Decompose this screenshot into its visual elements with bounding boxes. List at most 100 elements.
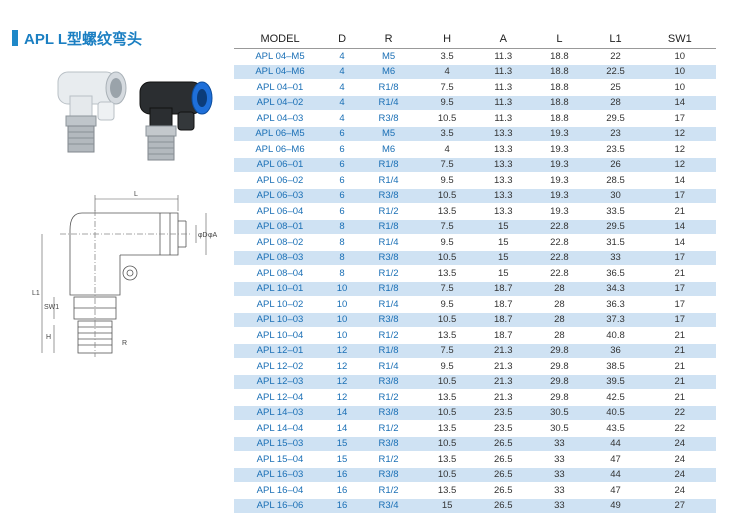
table-row: APL 15–03 15 R3/8 10.5 26.5 33 44 24 <box>234 436 716 452</box>
cell-d: 8 <box>326 250 359 266</box>
cell-a: 15 <box>475 265 532 282</box>
cell-d: 6 <box>326 141 359 158</box>
cell-d: 16 <box>326 498 359 514</box>
cell-d: 10 <box>326 281 359 297</box>
cell-sw1: 21 <box>643 327 716 344</box>
cell-l: 29.8 <box>531 389 588 406</box>
cell-l1: 42.5 <box>587 389 644 406</box>
cell-r: M5 <box>358 126 420 142</box>
drawing-outline <box>60 210 192 357</box>
cell-model: APL 10–02 <box>234 296 326 313</box>
cell-sw1: 17 <box>643 281 716 297</box>
cell-l1: 31.5 <box>587 234 644 251</box>
cell-r: R3/8 <box>358 374 420 390</box>
cell-l1: 33 <box>587 250 644 266</box>
cell-a: 15 <box>475 250 532 266</box>
cell-l1: 36 <box>587 343 644 359</box>
cell-a: 21.3 <box>475 358 532 375</box>
cell-h: 7.5 <box>419 281 476 297</box>
cell-d: 8 <box>326 234 359 251</box>
cell-l: 18.8 <box>531 95 588 111</box>
cell-l: 22.8 <box>531 265 588 282</box>
cell-sw1: 21 <box>643 358 716 375</box>
cell-l: 33 <box>531 498 588 514</box>
cell-sw1: 21 <box>643 343 716 359</box>
cell-r: R1/4 <box>358 172 420 189</box>
page-title: APL L型螺纹弯头 <box>24 31 143 48</box>
cell-a: 26.5 <box>475 482 532 499</box>
cell-h: 10.5 <box>419 374 476 390</box>
table-row: APL 08–01 8 R1/8 7.5 15 22.8 29.5 14 <box>234 219 716 235</box>
table-row: APL 06–03 6 R3/8 10.5 13.3 19.3 30 17 <box>234 188 716 204</box>
header-d: D <box>326 29 359 49</box>
cell-model: APL 06–01 <box>234 157 326 173</box>
cell-h: 7.5 <box>419 157 476 173</box>
cell-l1: 23 <box>587 126 644 142</box>
header-r: R <box>358 29 420 49</box>
cell-l1: 28 <box>587 95 644 111</box>
cell-a: 18.7 <box>475 327 532 344</box>
cell-h: 10.5 <box>419 436 476 452</box>
table-row: APL 04–01 4 R1/8 7.5 11.3 18.8 25 10 <box>234 79 716 96</box>
table-row: APL 06–01 6 R1/8 7.5 13.3 19.3 26 12 <box>234 157 716 173</box>
cell-r: R1/4 <box>358 296 420 313</box>
spec-table: MODEL D R H A L L1 SW1 APL 04–M5 4 M5 3.5 11.3 18.8 2… <box>234 29 716 514</box>
cell-sw1: 10 <box>643 79 716 96</box>
cell-r: M5 <box>358 48 420 65</box>
table-row: APL 06–M6 6 M6 4 13.3 19.3 23.5 12 <box>234 141 716 158</box>
cell-d: 15 <box>326 451 359 468</box>
cell-sw1: 21 <box>643 389 716 406</box>
cell-l1: 39.5 <box>587 374 644 390</box>
cell-l1: 28.5 <box>587 172 644 189</box>
cell-l: 19.3 <box>531 188 588 204</box>
cell-h: 13.5 <box>419 482 476 499</box>
product-photos <box>57 71 213 161</box>
cell-r: R3/8 <box>358 467 420 483</box>
table-row: APL 14–03 14 R3/8 10.5 23.5 30.5 40.5 22 <box>234 405 716 421</box>
cell-model: APL 10–03 <box>234 312 326 328</box>
cell-l1: 22.5 <box>587 64 644 80</box>
cell-a: 21.3 <box>475 374 532 390</box>
cell-l: 30.5 <box>531 405 588 421</box>
cell-l1: 26 <box>587 157 644 173</box>
cell-a: 11.3 <box>475 64 532 80</box>
cell-h: 13.5 <box>419 265 476 282</box>
cell-sw1: 17 <box>643 188 716 204</box>
cell-h: 13.5 <box>419 389 476 406</box>
cell-h: 13.5 <box>419 451 476 468</box>
cell-h: 4 <box>419 141 476 158</box>
cell-sw1: 24 <box>643 482 716 499</box>
cell-a: 18.7 <box>475 281 532 297</box>
cell-h: 13.5 <box>419 327 476 344</box>
cell-l: 30.5 <box>531 420 588 437</box>
cell-model: APL 06–M6 <box>234 141 326 158</box>
dimension-labels: L φD φA L1 SW1 H R <box>32 191 218 347</box>
dimension-lines <box>41 195 207 353</box>
cell-r: R1/4 <box>358 358 420 375</box>
cell-a: 18.7 <box>475 312 532 328</box>
cell-model: APL 14–04 <box>234 420 326 437</box>
cell-r: R1/8 <box>358 281 420 297</box>
cell-a: 26.5 <box>475 498 532 514</box>
cell-model: APL 12–03 <box>234 374 326 390</box>
cell-d: 6 <box>326 188 359 204</box>
label-L1: L1 <box>32 290 40 297</box>
header-l: L <box>531 29 588 49</box>
header-h: H <box>419 29 476 49</box>
cell-a: 26.5 <box>475 451 532 468</box>
cell-r: R1/4 <box>358 95 420 111</box>
cell-r: R1/4 <box>358 234 420 251</box>
cell-d: 10 <box>326 312 359 328</box>
cell-a: 11.3 <box>475 48 532 65</box>
cell-d: 6 <box>326 157 359 173</box>
cell-model: APL 15–03 <box>234 436 326 452</box>
cell-h: 10.5 <box>419 250 476 266</box>
cell-l: 22.8 <box>531 219 588 235</box>
cell-l1: 30 <box>587 188 644 204</box>
cell-sw1: 27 <box>643 498 716 514</box>
cell-r: R3/8 <box>358 405 420 421</box>
cell-h: 10.5 <box>419 110 476 127</box>
cell-model: APL 16–03 <box>234 467 326 483</box>
cell-sw1: 12 <box>643 126 716 142</box>
label-H: H <box>46 334 51 341</box>
